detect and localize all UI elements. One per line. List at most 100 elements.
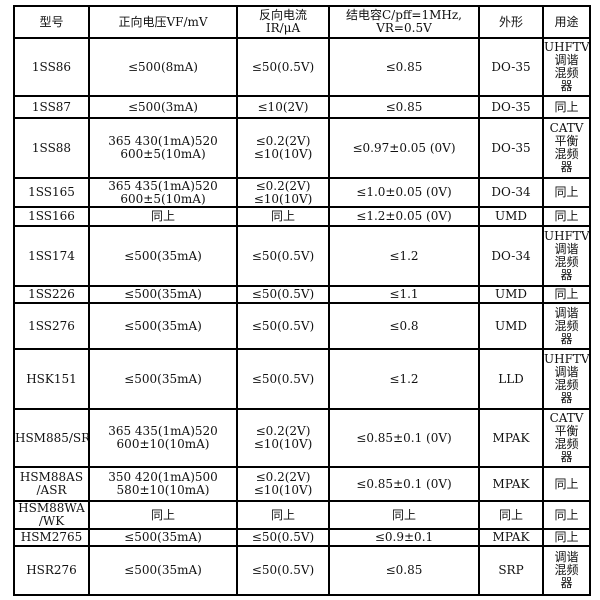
- header-text: 用途: [554, 14, 579, 29]
- table-row: HSM885/SR 365 435(1mA)520 600±10(10mA) ≤0.2…: [13, 408, 591, 468]
- forward-voltage-cell: ≤500(8mA): [88, 37, 238, 97]
- reverse-current-cell: ≤50(0.5V): [236, 285, 330, 304]
- forward-voltage-cell-text: 365 430(1mA)520: [108, 134, 218, 148]
- reverse-current-cell-text: ≤50(0.5V): [251, 530, 315, 544]
- model-cell: HSM88WA/WK: [13, 500, 90, 530]
- usage-cell-text: 器: [560, 268, 573, 282]
- usage-cell: 同上: [542, 500, 591, 530]
- model-cell: 1SS166: [13, 206, 90, 227]
- capacitance-cell: ≤0.85: [328, 545, 480, 596]
- package-cell: DO-34: [478, 177, 544, 208]
- package-cell-text: DO-35: [491, 140, 531, 155]
- reverse-current-cell-text: ≤10(10V): [253, 147, 313, 161]
- forward-voltage-cell: ≤500(35mA): [88, 225, 238, 287]
- table-row: HSK151 ≤500(35mA) ≤50(0.5V) ≤1.2 LLD UHFTV 调谐混…: [13, 348, 591, 410]
- usage-cell: 同上: [542, 95, 591, 119]
- usage-cell-text: 平衡: [554, 134, 579, 148]
- package-cell-text: DO-34: [491, 185, 531, 199]
- model-cell: 1SS88: [13, 117, 90, 179]
- usage-cell-text: CATV: [549, 121, 584, 135]
- package-cell: DO-35: [478, 95, 544, 119]
- model-cell-text: 1SS226: [28, 287, 75, 301]
- model-cell-text: 1SS166: [28, 209, 75, 223]
- package-cell: DO-35: [478, 117, 544, 179]
- usage-cell: CATV 平衡 混频器: [542, 117, 591, 179]
- capacitance-cell-text: ≤1.0±0.05 (0V): [356, 185, 452, 199]
- usage-cell-text: 混频: [554, 147, 579, 161]
- table-row: HSR276 ≤500(35mA) ≤50(0.5V) ≤0.85 SRP 调谐 混频器: [13, 545, 591, 596]
- model-cell-text: /ASR: [36, 483, 67, 497]
- reverse-current-cell: ≤50(0.5V): [236, 545, 330, 596]
- usage-cell-text: 平衡: [554, 424, 579, 438]
- reverse-current-cell-text: ≤50(0.5V): [251, 318, 315, 333]
- model-cell: HSM885/SR: [13, 408, 90, 468]
- usage-cell: 同上: [542, 285, 591, 304]
- capacitance-cell-text: ≤0.85±0.1 (0V): [356, 476, 452, 491]
- forward-voltage-cell-text: ≤500(35mA): [124, 530, 202, 544]
- usage-cell-text: 混频: [554, 563, 579, 577]
- package-cell: LLD: [478, 348, 544, 410]
- reverse-current-cell: 同上: [236, 206, 330, 227]
- model-cell-text: HSM88AS: [19, 470, 84, 484]
- reverse-current-cell: ≤50(0.5V): [236, 37, 330, 97]
- model-cell-text: HSM2765: [20, 530, 83, 544]
- table-row: 1SS88 365 430(1mA)520 600±5(10mA) ≤0.2(2V) ≤…: [13, 117, 591, 179]
- package-cell-text: SRP: [498, 563, 524, 577]
- forward-voltage-cell-text: 365 435(1mA)520: [108, 424, 218, 438]
- reverse-current-cell: ≤50(0.5V): [236, 302, 330, 350]
- capacitance-cell-text: ≤0.97±0.05 (0V): [352, 140, 456, 155]
- capacitance-cell-text: 同上: [391, 507, 416, 522]
- model-cell: HSR276: [13, 545, 90, 596]
- capacitance-cell-text: ≤0.85±0.1 (0V): [356, 430, 452, 445]
- capacitance-cell: ≤0.97±0.05 (0V): [328, 117, 480, 179]
- usage-cell: 同上: [542, 177, 591, 208]
- forward-voltage-cell: ≤500(35mA): [88, 285, 238, 304]
- capacitance-cell: ≤0.8: [328, 302, 480, 350]
- usage-cell-text: 器: [560, 576, 573, 590]
- capacitance-cell: ≤1.2: [328, 225, 480, 287]
- forward-voltage-cell-text: 同上: [150, 209, 175, 223]
- forward-voltage-cell-text: 同上: [150, 507, 175, 522]
- forward-voltage-cell: ≤500(35mA): [88, 348, 238, 410]
- model-cell: 1SS174: [13, 225, 90, 287]
- forward-voltage-cell-text: 600±5(10mA): [120, 191, 206, 206]
- forward-voltage-cell-text: ≤500(35mA): [124, 318, 202, 333]
- header-capacitance: 结电容C/pff=1MHz, VR=0.5V: [328, 5, 480, 39]
- forward-voltage-cell: ≤500(35mA): [88, 545, 238, 596]
- usage-cell: CATV 平衡 混频器: [542, 408, 591, 468]
- forward-voltage-cell: 同上: [88, 500, 238, 530]
- usage-cell-text: UHFTV: [544, 352, 590, 366]
- reverse-current-cell: ≤0.2(2V) ≤10(10V): [236, 408, 330, 468]
- package-cell-text: UMD: [494, 287, 528, 301]
- reverse-current-cell-text: ≤10(2V): [257, 99, 309, 114]
- header-text: VR=0.5V: [376, 21, 432, 35]
- forward-voltage-cell-text: 350 420(1mA)500: [108, 470, 218, 484]
- package-cell-text: MPAK: [492, 430, 530, 445]
- model-cell-text: HSR276: [26, 563, 77, 577]
- usage-cell-text: 调谐: [554, 242, 579, 256]
- package-cell: UMD: [478, 285, 544, 304]
- forward-voltage-cell-text: ≤500(8mA): [127, 59, 198, 74]
- model-cell-text: /WK: [38, 514, 65, 528]
- capacitance-cell-text: ≤1.1: [389, 287, 419, 301]
- model-cell: 1SS165: [13, 177, 90, 208]
- package-cell-text: LLD: [498, 371, 524, 386]
- capacitance-cell: ≤0.85: [328, 95, 480, 119]
- model-cell: 1SS226: [13, 285, 90, 304]
- package-cell-text: 同上: [498, 507, 523, 522]
- usage-cell: 同上: [542, 466, 591, 502]
- forward-voltage-cell: 350 420(1mA)500 580±10(10mA): [88, 466, 238, 502]
- usage-cell-text: 器: [560, 79, 573, 93]
- package-cell-text: DO-35: [491, 59, 531, 74]
- capacitance-cell-text: ≤1.2: [389, 248, 419, 263]
- reverse-current-cell-text: ≤10(10V): [253, 483, 313, 497]
- usage-cell-text: 同上: [554, 99, 579, 114]
- forward-voltage-cell: 365 435(1mA)520 600±10(10mA): [88, 408, 238, 468]
- header-text: 正向电压VF/mV: [118, 14, 208, 29]
- reverse-current-cell-text: ≤0.2(2V): [255, 424, 311, 438]
- header-model: 型号: [13, 5, 90, 39]
- forward-voltage-cell: 同上: [88, 206, 238, 227]
- header-package: 外形: [478, 5, 544, 39]
- model-cell-text: 1SS276: [28, 318, 75, 333]
- forward-voltage-cell-text: ≤500(3mA): [127, 99, 198, 114]
